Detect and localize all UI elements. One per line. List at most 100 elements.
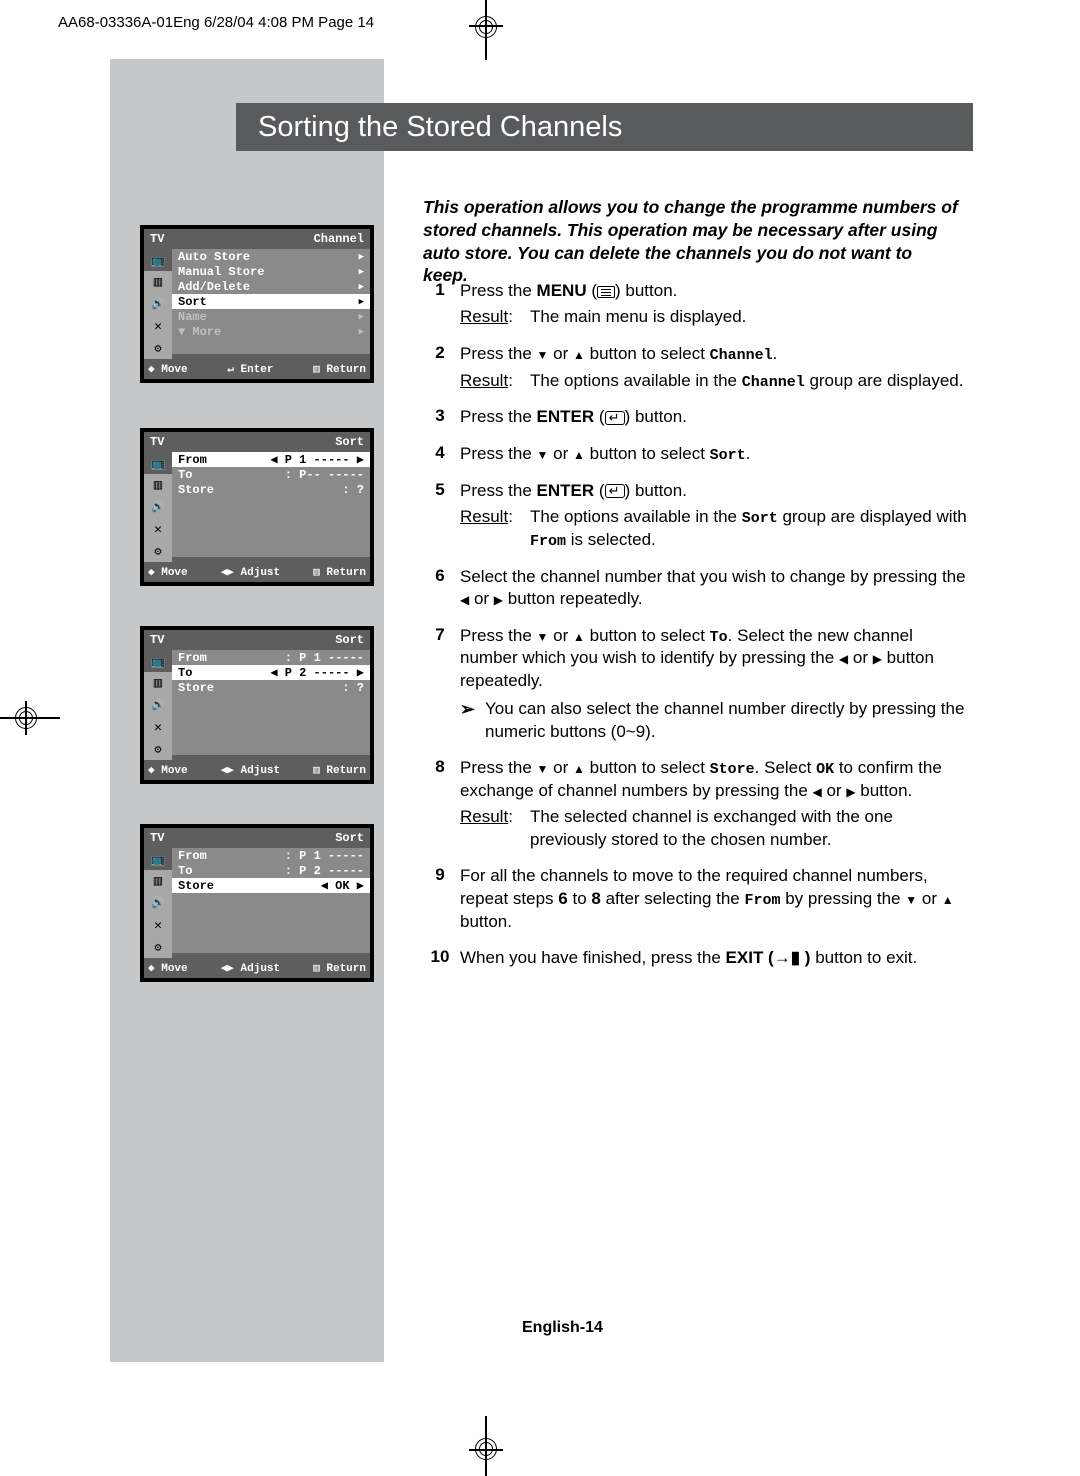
crop-mark [19, 711, 33, 725]
note-arrow-icon: ➢ [460, 698, 475, 722]
left-icon [839, 648, 848, 667]
osd-body: From: P 1 -----To: P 2 -----Store◀ OK ▶ [144, 848, 370, 958]
up-icon [573, 626, 585, 645]
t: . [746, 444, 751, 463]
osd-row: To: P 2 ----- [172, 863, 370, 878]
t: or [822, 781, 847, 800]
t: Press the [460, 481, 537, 500]
step-body: Press the or button to select Store. Sel… [460, 757, 968, 851]
t: ( [594, 481, 604, 500]
osd-cat-icon [144, 650, 172, 672]
osd-row [172, 908, 370, 923]
osd-row [172, 923, 370, 938]
result-line: Result: The main menu is displayed. [460, 306, 968, 328]
osd-row [172, 740, 370, 755]
t: button. [460, 912, 512, 931]
osd-cat-icon [144, 738, 172, 760]
osd-icon-col [144, 249, 172, 359]
exit-bold: EXIT (→ [726, 948, 791, 967]
mono: Sort [742, 510, 778, 527]
osd-cat-icon [144, 518, 172, 540]
step-body: Press the or button to select Sort. [460, 443, 968, 466]
osd-cat-icon [144, 496, 172, 518]
result-label: Result [460, 807, 508, 826]
osd-cat-icon [144, 271, 172, 293]
mono: Sort [710, 447, 746, 464]
steps-list: 1 Press the MENU () button. Result: The … [420, 280, 968, 983]
t: ) button. [625, 407, 687, 426]
result-line: Result: The selected channel is exchange… [460, 806, 968, 851]
step-8: 8 Press the or button to select Store. S… [420, 757, 968, 851]
down-icon [537, 626, 549, 645]
osd-footer: ◆ Move↵ Enter▥ Return [144, 359, 370, 379]
b: ) [800, 948, 810, 967]
osd-footer: ◆ Move◀▶ Adjust▥ Return [144, 958, 370, 978]
t: after selecting the [601, 889, 745, 908]
step-num: 1 [420, 280, 460, 329]
osd-header: TVChannel [144, 229, 370, 249]
right-icon [873, 648, 882, 667]
osd-row [172, 497, 370, 512]
result-label: Result [460, 507, 508, 526]
step-3: 3 Press the ENTER () button. [420, 406, 968, 428]
osd-menu: TVSortFrom: P 1 -----To◀ P 2 ----- ▶Stor… [140, 626, 374, 784]
t: group are displayed. [805, 371, 964, 390]
step-2: 2 Press the or button to select Channel.… [420, 343, 968, 393]
osd-cat-icon [144, 315, 172, 337]
step-body: Press the MENU () button. Result: The ma… [460, 280, 968, 329]
down-icon [905, 889, 917, 908]
t: When you have finished, press the [460, 948, 726, 967]
osd-row [172, 542, 370, 557]
t: or [469, 589, 494, 608]
t: or [848, 648, 873, 667]
t: . [773, 344, 778, 363]
mono: From [530, 533, 566, 550]
t: by pressing the [781, 889, 906, 908]
enter-icon [605, 411, 625, 425]
step-7: 7 Press the or button to select To. Sele… [420, 625, 968, 744]
t: . Select [755, 758, 816, 777]
osd-cat-icon [144, 870, 172, 892]
step-1: 1 Press the MENU () button. Result: The … [420, 280, 968, 329]
mono: OK [816, 761, 834, 778]
osd-row: To◀ P 2 ----- ▶ [172, 665, 370, 680]
step-num: 5 [420, 480, 460, 552]
osd-cat-icon [144, 694, 172, 716]
osd-rows: From: P 1 -----To◀ P 2 ----- ▶Store: ? [172, 650, 370, 760]
enter-icon [605, 484, 625, 498]
t: or [917, 889, 942, 908]
osd-footer: ◆ Move◀▶ Adjust▥ Return [144, 760, 370, 780]
osd-header: TVSort [144, 630, 370, 650]
osd-cat-icon [144, 914, 172, 936]
step-num: 3 [420, 406, 460, 428]
osd-cat-icon [144, 936, 172, 958]
osd-row [172, 725, 370, 740]
step-num: 6 [420, 566, 460, 611]
osd-rows: Auto Store▶Manual Store▶Add/Delete▶Sort▶… [172, 249, 370, 359]
down-icon [537, 758, 549, 777]
result-body: The selected channel is exchanged with t… [530, 806, 968, 851]
up-icon [573, 444, 585, 463]
osd-icon-col [144, 848, 172, 958]
up-icon [573, 758, 585, 777]
t: button. [856, 781, 913, 800]
step-body: Press the ENTER () button. Result: The o… [460, 480, 968, 552]
osd-cat-icon [144, 892, 172, 914]
step-6: 6 Select the channel number that you wis… [420, 566, 968, 611]
result-body: The options available in the Sort group … [530, 506, 968, 552]
print-header: AA68-03336A-01Eng 6/28/04 4:08 PM Page 1… [58, 14, 374, 31]
step-num: 8 [420, 757, 460, 851]
osd-row [172, 339, 370, 354]
osd-cat-icon [144, 249, 172, 271]
right-icon [494, 589, 503, 608]
osd-row: From◀ P 1 ----- ▶ [172, 452, 370, 467]
mono: To [710, 629, 728, 646]
step-body: Select the channel number that you wish … [460, 566, 968, 611]
t: Press the [460, 344, 537, 363]
b: 8 [591, 889, 600, 908]
osd-row [172, 710, 370, 725]
osd-row: From: P 1 ----- [172, 848, 370, 863]
exit-icon: ▮ [791, 947, 800, 969]
t: button repeatedly. [503, 589, 643, 608]
osd-menu: TVSortFrom: P 1 -----To: P 2 -----Store◀… [140, 824, 374, 982]
